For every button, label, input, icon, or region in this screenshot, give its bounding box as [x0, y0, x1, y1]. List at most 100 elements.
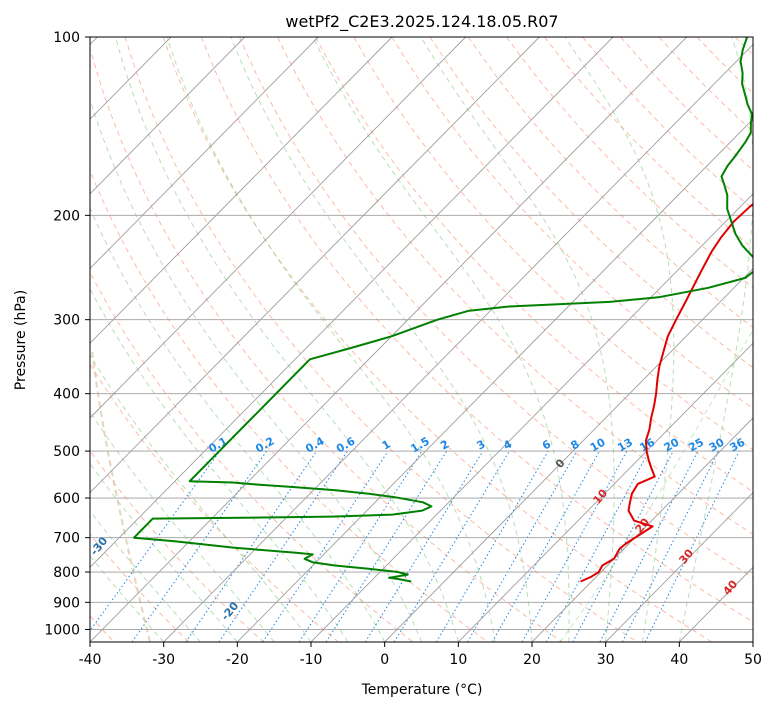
isotherm-line: [90, 37, 614, 568]
x-tick-label: 20: [523, 652, 541, 668]
dry-adiabat-line: [315, 37, 753, 493]
y-tick-label: 1000: [44, 622, 80, 638]
isotherm-line: [458, 342, 753, 642]
moist-adiabat-line: [559, 329, 753, 642]
grid-lines: [90, 37, 753, 642]
isotherm-line: [237, 118, 753, 642]
mixing-ratio-label: 0.6: [334, 434, 358, 455]
moist-adiabat-line: [166, 37, 496, 642]
mixing-ratio-label: 8: [569, 438, 582, 453]
dry-adiabat-line: [90, 449, 265, 642]
y-tick-label: 200: [53, 208, 80, 224]
moist-adiabat-line: [90, 510, 201, 642]
mixing-ratio-line: [435, 450, 549, 642]
dry-adiabat-line: [162, 37, 713, 642]
mixing-ratio-label: 2: [438, 438, 451, 453]
moist-adiabat-line: [312, 37, 570, 642]
isotherm-line: [752, 641, 753, 642]
moist-adiabat-label: 40: [720, 577, 740, 597]
x-tick-label: 40: [670, 652, 688, 668]
dry-adiabat-line: [90, 363, 339, 642]
moist-adiabat-line: [90, 206, 386, 642]
dewpoint-profile: [133, 37, 753, 583]
moist-adiabat-line: [564, 37, 675, 642]
isotherm-line: [163, 43, 753, 642]
mixing-ratio-label: 3: [475, 438, 488, 453]
moist-adiabat-label: 30: [676, 546, 696, 566]
mixing-ratio-label: 25: [686, 436, 706, 455]
isotherm-line: [90, 37, 246, 195]
mixing-ratio-label: 0.4: [303, 434, 327, 455]
y-axis-label: Pressure (hPa): [13, 290, 29, 390]
y-tick-label: 900: [53, 595, 80, 611]
mixing-ratio-line: [393, 450, 510, 642]
mixing-ratio-line: [218, 450, 348, 642]
dry-adiabat-line: [505, 37, 753, 289]
mixing-ratio-label: 30: [707, 435, 727, 454]
dry-adiabat-line: [90, 169, 489, 642]
mixing-ratio-line: [467, 450, 578, 642]
dry-adiabat-line: [124, 37, 638, 642]
isotherm-line: [90, 37, 467, 419]
axes: -40 -30 -20 -10 0 10 20 30 40 5010020030040050060…: [44, 30, 762, 668]
dry-adiabat-line: [544, 37, 753, 249]
isotherm-line: [310, 193, 753, 642]
x-tick-label: -10: [300, 652, 323, 668]
moist-adiabat-line: [90, 462, 238, 642]
mixing-ratio-line: [521, 450, 628, 642]
y-tick-label: 100: [53, 30, 80, 46]
dry-adiabat-line: [90, 533, 190, 642]
isotherm-line: [679, 566, 753, 642]
y-tick-label: 300: [53, 313, 80, 329]
dry-adiabat-line: [658, 37, 753, 133]
isotherm-line: [531, 417, 753, 642]
x-axis-label: Temperature (°C): [361, 682, 483, 698]
profiles: [133, 37, 753, 583]
dry-adiabat-line: [90, 46, 564, 642]
moist-adiabat-line: [420, 37, 615, 642]
isotherm-line: [90, 37, 540, 494]
y-tick-label: 500: [53, 444, 80, 460]
x-tick-label: -30: [152, 652, 175, 668]
isotherm-line: [605, 491, 753, 642]
mixing-ratio-line: [298, 450, 423, 642]
mixing-ratio-line: [90, 450, 221, 632]
y-tick-label: 700: [53, 531, 80, 547]
x-tick-label: 0: [380, 652, 389, 668]
mixing-ratio-line: [185, 450, 318, 642]
mixing-ratio-line: [325, 450, 448, 642]
moist-adiabat-line: [90, 411, 275, 642]
dry-adiabat-line: [90, 271, 414, 642]
dry-adiabat-line: [391, 37, 753, 410]
chart-title: wetPf2_C2E3.2025.124.18.05.R07: [285, 12, 558, 32]
isotherm-line: [90, 37, 319, 270]
dry-adiabat-line: [277, 37, 753, 535]
mixing-ratio-label: 10: [588, 435, 608, 454]
mixing-ratio-label: 1.5: [408, 435, 431, 456]
moist-adiabat-line: [90, 555, 165, 642]
x-tick-label: -20: [226, 652, 249, 668]
mixing-ratio-line: [131, 450, 268, 642]
moist-adiabat-line: [90, 97, 422, 642]
temperature-profile: [580, 202, 753, 583]
moist-adiabat-label: 10: [590, 486, 610, 506]
mixing-ratio-label: 20: [662, 435, 682, 454]
y-tick-label: 400: [53, 387, 80, 403]
isotherm-line: [90, 37, 393, 344]
dry-adiabat-line: [734, 37, 753, 56]
mixing-ratio-line: [644, 450, 740, 642]
y-tick-label: 800: [53, 565, 80, 581]
mixing-ratio-line: [491, 450, 600, 642]
x-tick-label: 10: [449, 652, 467, 668]
dry-adiabat-line: [239, 37, 753, 579]
moist-adiabat-line: [90, 287, 349, 642]
mixing-ratio-label: 6: [540, 437, 553, 452]
dry-adiabat-line: [353, 37, 753, 451]
isotherm-line: [90, 37, 688, 642]
dry-adiabat-line: [429, 37, 753, 369]
line-labels: -100-90-80-70-60-50-40-30-20-10010203040…: [90, 434, 748, 623]
dry-adiabat-line: [696, 37, 753, 94]
dry-adiabat-line: [200, 37, 753, 623]
